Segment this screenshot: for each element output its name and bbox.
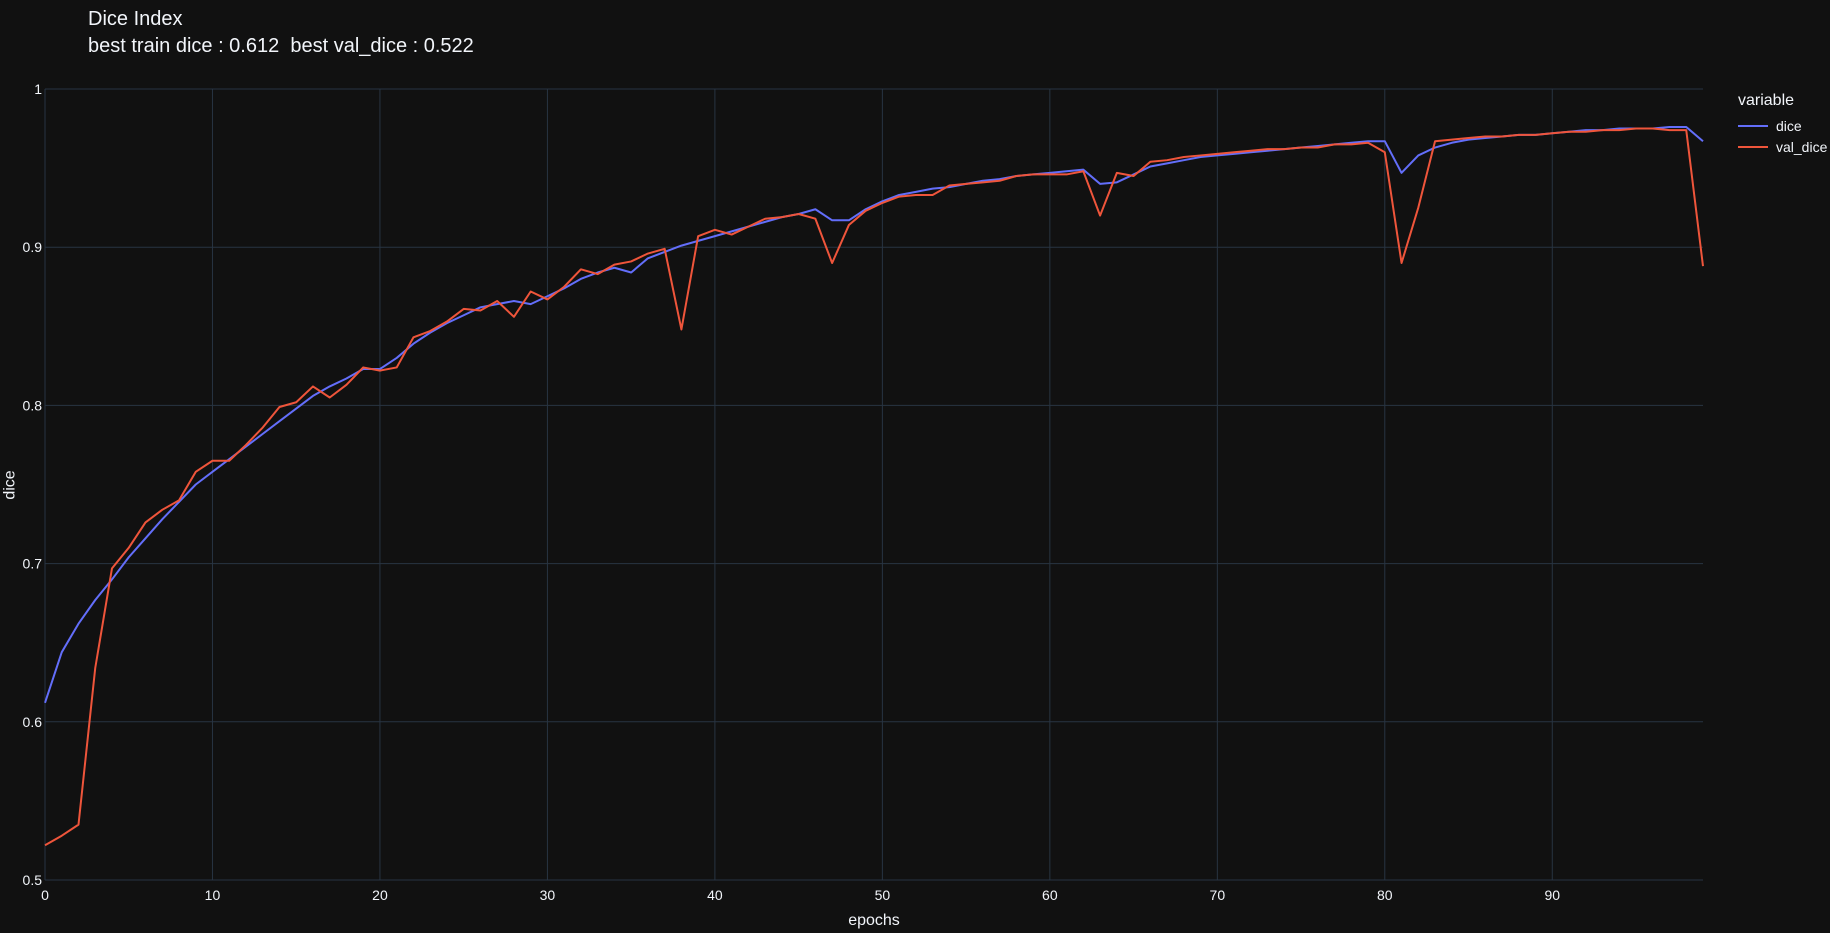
x-tick-label: 10 <box>205 887 221 903</box>
legend-label-val-dice: val_dice <box>1776 138 1828 155</box>
y-tick-label: 0.9 <box>23 239 43 255</box>
legend-item-val-dice[interactable]: val_dice <box>1738 136 1827 157</box>
y-tick-label: 0.8 <box>23 397 43 413</box>
x-tick-label: 60 <box>1042 887 1058 903</box>
x-tick-label: 30 <box>540 887 556 903</box>
grid-layer <box>44 88 1703 881</box>
tick-layer: 0 10 20 30 40 50 60 70 80 90 0.5 0.6 0.7 0.8 0.9 1 <box>23 81 1561 903</box>
legend-swatch-dice <box>1738 124 1768 127</box>
x-axis-title: epochs <box>848 912 900 929</box>
series-layer <box>44 125 1704 847</box>
legend-item-dice[interactable]: dice <box>1738 115 1827 136</box>
x-tick-label: 0 <box>41 887 49 903</box>
chart-title: Dice Index <box>88 8 183 30</box>
x-tick-label: 90 <box>1544 887 1560 903</box>
y-tick-label: 0.5 <box>23 872 43 888</box>
y-tick-label: 0.7 <box>23 556 43 572</box>
legend-label-dice: dice <box>1776 117 1802 134</box>
legend-title: variable <box>1738 92 1795 109</box>
x-tick-label: 80 <box>1377 887 1393 903</box>
x-tick-label: 50 <box>875 887 891 903</box>
y-tick-label: 0.6 <box>23 714 43 730</box>
legend: variable dice val_dice <box>1738 92 1827 157</box>
legend-swatch-val-dice <box>1738 145 1768 148</box>
x-tick-label: 70 <box>1210 887 1226 903</box>
x-tick-label: 20 <box>372 887 388 903</box>
y-axis-title: dice <box>1 470 19 500</box>
series-line-val-dice[interactable] <box>44 127 1704 847</box>
series-line-dice[interactable] <box>44 125 1704 704</box>
chart-subtitle: best train dice : 0.612 best val_dice : … <box>88 35 474 57</box>
x-tick-label: 40 <box>707 887 723 903</box>
y-tick-label: 1 <box>34 81 42 97</box>
